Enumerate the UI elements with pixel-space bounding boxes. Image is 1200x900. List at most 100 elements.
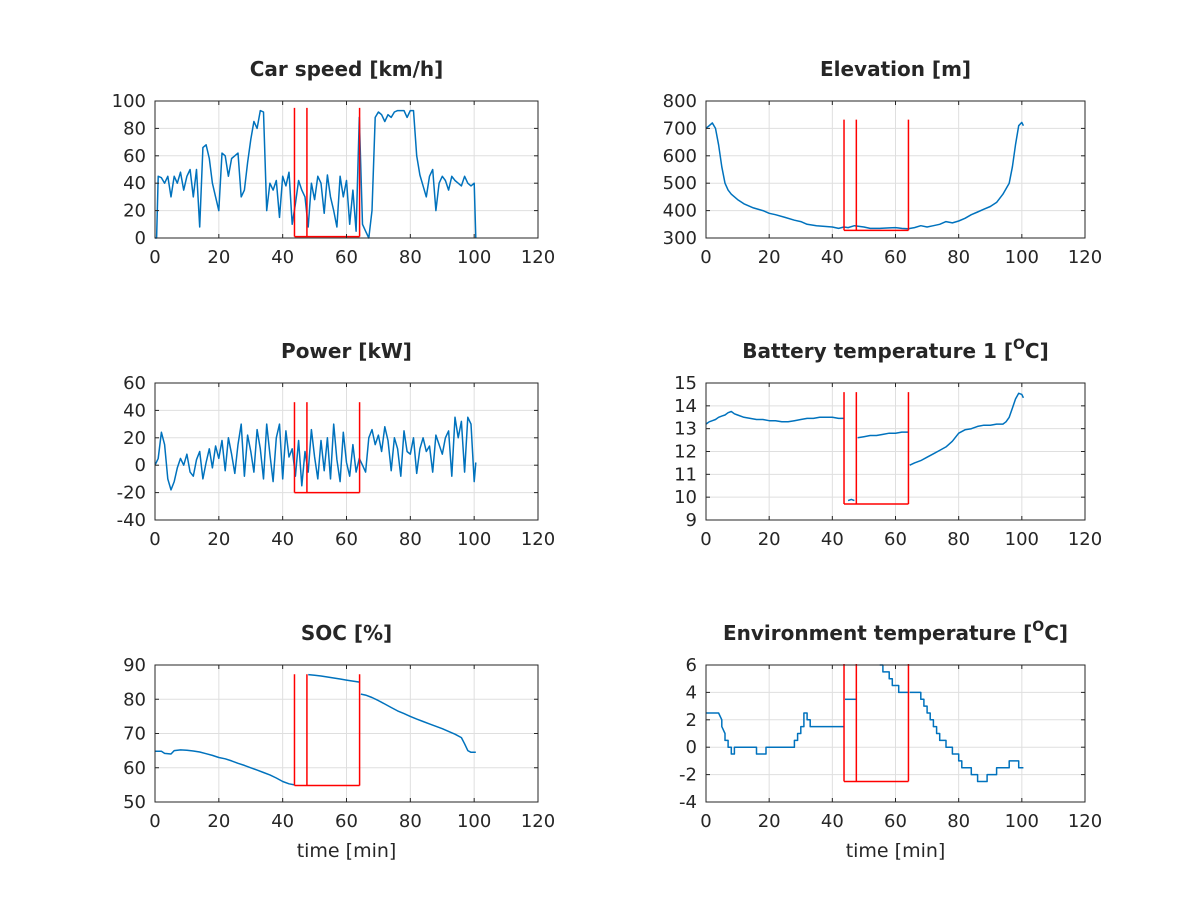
y-tick-label: 40	[123, 400, 146, 421]
x-tick-label: 40	[821, 247, 844, 268]
y-tick-label: -20	[117, 483, 146, 504]
x-tick-label: 80	[399, 529, 422, 550]
x-tick-label: 120	[521, 529, 555, 550]
x-tick-label: 0	[149, 811, 160, 832]
x-tick-label: 80	[947, 247, 970, 268]
x-tick-label: 40	[821, 529, 844, 550]
x-tick-label: 100	[457, 247, 491, 268]
x-tick-label: 100	[457, 811, 491, 832]
x-axis-label: time [min]	[846, 840, 946, 862]
x-tick-label: 40	[271, 811, 294, 832]
annotation-bracket	[293, 107, 361, 238]
y-tick-label: 10	[674, 487, 697, 508]
series-line-1	[706, 410, 844, 425]
x-tick-label: 100	[1005, 811, 1039, 832]
x-tick-label: 0	[700, 811, 711, 832]
x-tick-label: 60	[335, 247, 358, 268]
series-line-1	[706, 121, 1025, 230]
data-layer	[155, 673, 476, 787]
x-tick-label: 100	[1005, 529, 1039, 550]
x-tick-label: 60	[884, 811, 907, 832]
x-tick-label: 60	[335, 529, 358, 550]
panel-5: 0 20 40 60 80 100 120 50 60 70 80 90 SOC [%] time [mi…	[123, 621, 555, 862]
data-layer	[706, 392, 1025, 505]
panel-title: Car speed [km/h]	[250, 57, 444, 81]
y-tick-label: 60	[123, 146, 146, 167]
x-tick-label: 120	[521, 247, 555, 268]
x-tick-label: 20	[207, 247, 230, 268]
y-tick-label: 12	[674, 442, 697, 463]
y-tick-label: 500	[663, 173, 697, 194]
x-tick-label: 0	[700, 529, 711, 550]
data-layer	[706, 119, 1025, 232]
y-tick-label: 80	[123, 118, 146, 139]
y-tick-label: -40	[117, 510, 146, 531]
y-tick-label: 60	[123, 758, 146, 779]
x-tick-label: 100	[1005, 247, 1039, 268]
annotation-bracket	[293, 402, 361, 494]
x-tick-label: 80	[947, 529, 970, 550]
x-tick-label: 120	[521, 811, 555, 832]
x-tick-label: 120	[1068, 811, 1102, 832]
y-tick-label: 600	[663, 146, 697, 167]
series-line-3	[857, 431, 909, 439]
panel-title: Battery temperature 1 [OC]	[742, 337, 1048, 363]
annotation-bracket	[293, 674, 361, 787]
series-line-4	[909, 392, 1025, 466]
y-tick-label: 300	[663, 228, 697, 249]
panel-title: Environment temperature [OC]	[723, 619, 1068, 645]
y-tick-label: 20	[123, 428, 146, 449]
panel-1: 0 20 40 60 80 100 120 0 20 40 60 80 100 Car speed [km…	[112, 57, 556, 268]
annotation-bracket	[843, 392, 910, 505]
y-tick-label: 800	[663, 91, 697, 112]
y-tick-label: 0	[135, 455, 146, 476]
x-tick-label: 20	[758, 529, 781, 550]
y-tick-label: -4	[679, 792, 697, 813]
y-tick-label: 70	[123, 724, 146, 745]
annotation-bracket	[843, 664, 910, 783]
x-tick-label: 80	[399, 811, 422, 832]
y-tick-label: 20	[123, 201, 146, 222]
y-tick-label: 9	[686, 510, 697, 531]
y-tick-label: 80	[123, 689, 146, 710]
y-tick-label: 100	[112, 91, 146, 112]
x-tick-label: 120	[1068, 529, 1102, 550]
x-tick-label: 20	[758, 811, 781, 832]
panel-3: 0 20 40 60 80 100 120 -40 -20 0 20 40 60 Power [kW]	[117, 339, 556, 550]
y-tick-label: 14	[674, 396, 697, 417]
panel-6: 0 20 40 60 80 100 120 -4 -2 0 2 4 6 Environment tempe…	[679, 619, 1102, 862]
y-tick-label: 50	[123, 792, 146, 813]
x-tick-label: 40	[821, 811, 844, 832]
data-layer	[706, 664, 1024, 783]
y-tick-label: 13	[674, 419, 697, 440]
y-tick-label: 700	[663, 118, 697, 139]
x-tick-label: 60	[884, 247, 907, 268]
y-tick-label: 60	[123, 373, 146, 394]
x-tick-label: 40	[271, 529, 294, 550]
x-tick-label: 120	[1068, 247, 1102, 268]
y-tick-label: 400	[663, 201, 697, 222]
x-tick-label: 80	[947, 811, 970, 832]
data-layer	[155, 402, 477, 494]
y-tick-label: 0	[135, 228, 146, 249]
x-tick-label: 80	[399, 247, 422, 268]
x-tick-label: 20	[758, 247, 781, 268]
panel-title: SOC [%]	[301, 621, 392, 645]
y-tick-label: 40	[123, 173, 146, 194]
y-tick-label: 15	[674, 373, 697, 394]
series-line-1	[155, 416, 477, 491]
y-tick-label: 11	[674, 464, 697, 485]
x-tick-label: 100	[457, 529, 491, 550]
x-tick-label: 20	[207, 529, 230, 550]
y-tick-label: 90	[123, 655, 146, 676]
series-line-3	[360, 693, 476, 754]
x-axis-label: time [min]	[297, 840, 397, 862]
annotation-bracket	[843, 119, 910, 232]
x-tick-label: 40	[271, 247, 294, 268]
y-tick-label: 4	[686, 682, 697, 703]
panel-2: 0 20 40 60 80 100 120 300 400 500 600 700 800 Elevati…	[663, 57, 1103, 268]
x-tick-label: 60	[335, 811, 358, 832]
panel-title: Power [kW]	[281, 339, 412, 363]
